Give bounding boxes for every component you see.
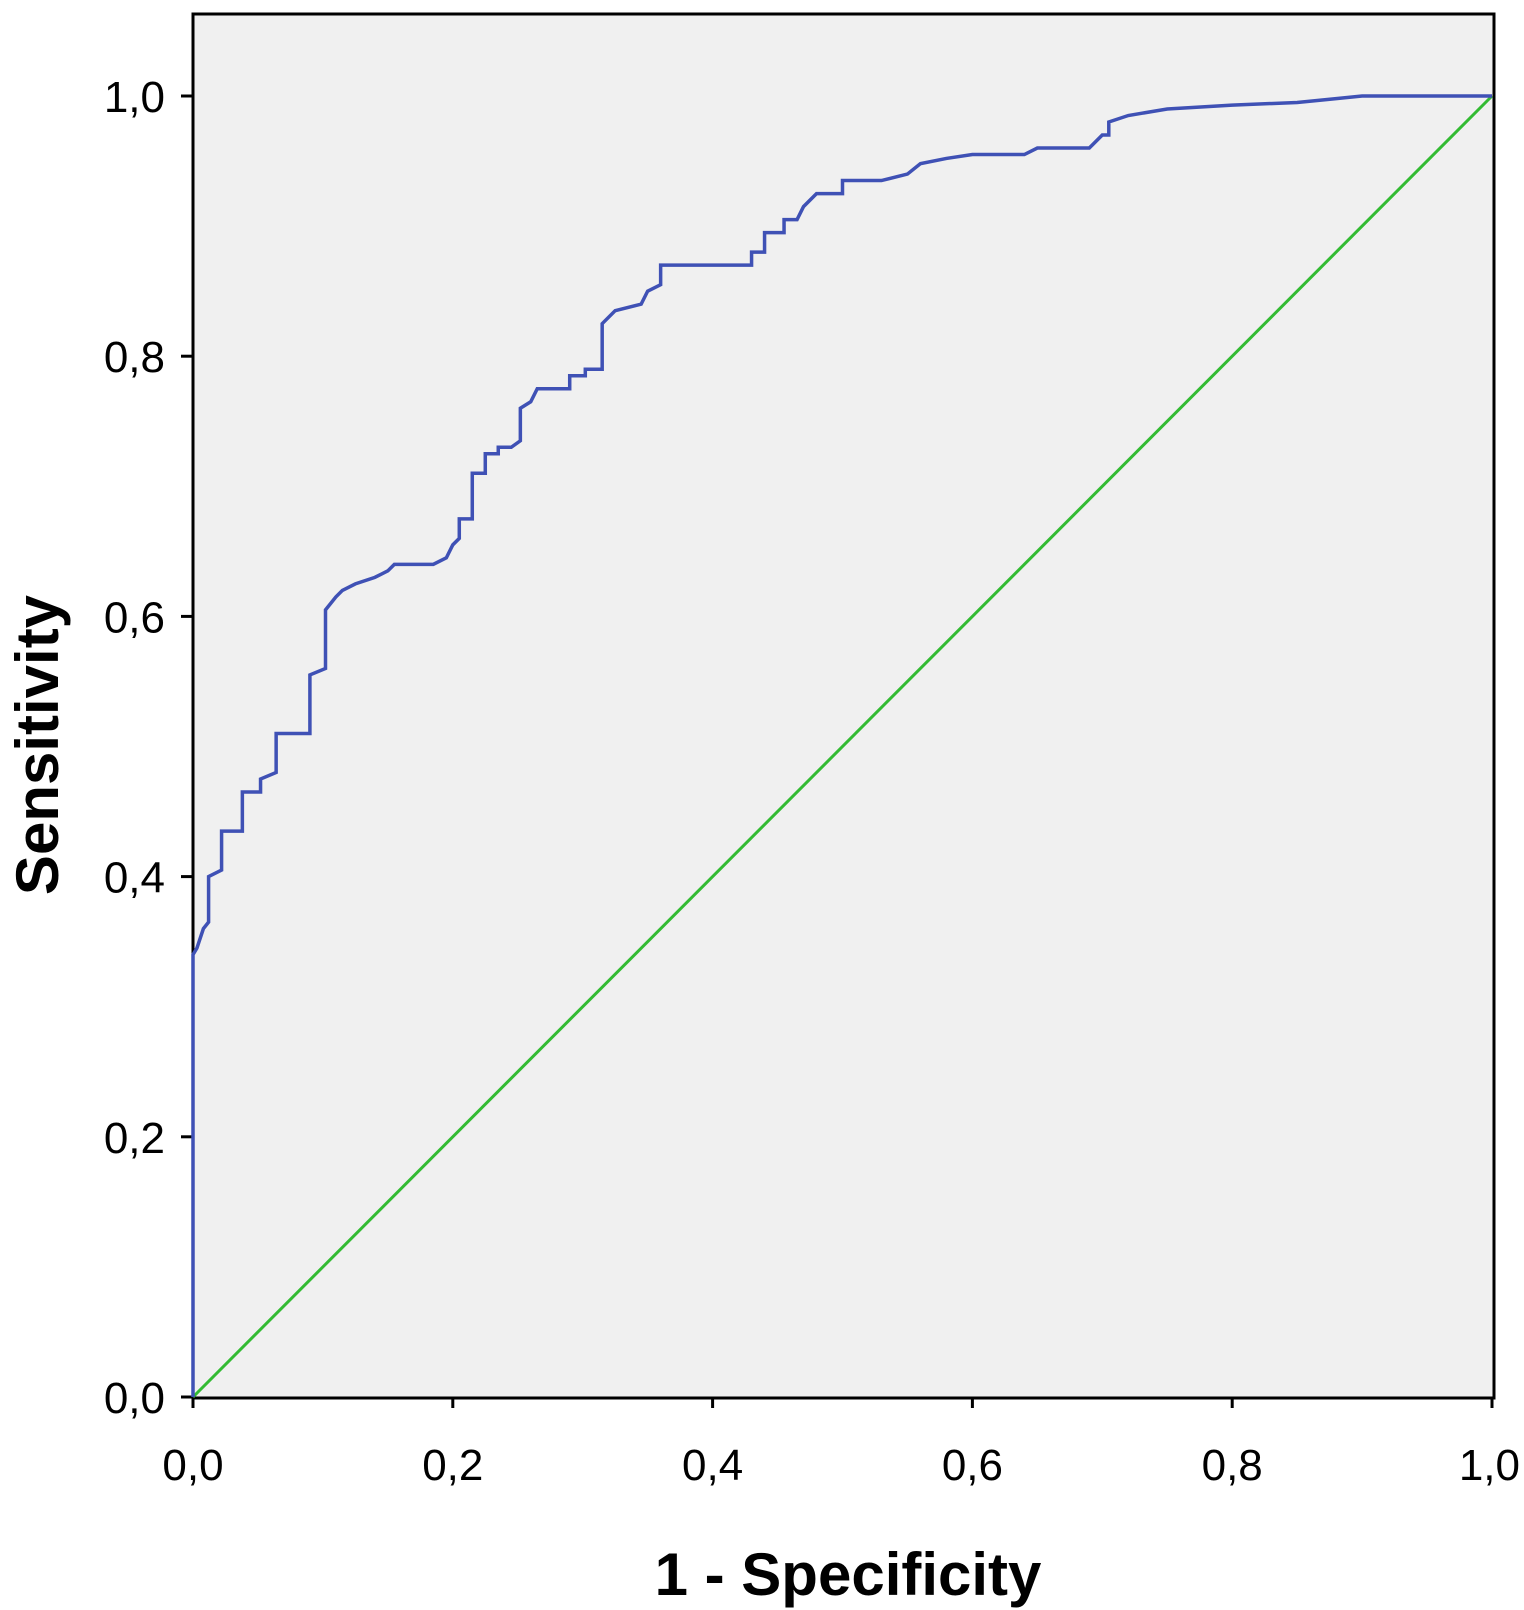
series-layer — [191, 94, 1494, 1399]
y-tick-label: 0,0 — [104, 1374, 165, 1423]
x-axis-ticks: 0,0 0,2 0,4 0,6 0,8 1,0 — [162, 1398, 1520, 1490]
y-tick-label: 1,0 — [104, 73, 165, 122]
roc-curve-line — [191, 94, 1492, 1397]
y-tick-label: 0,6 — [104, 593, 165, 642]
y-axis-ticks: 0,0 0,2 0,4 0,6 0,8 1,0 — [104, 73, 193, 1423]
y-tick-label: 0,8 — [104, 333, 165, 382]
y-axis-title: Sensitivity — [4, 594, 71, 895]
plot-area — [191, 12, 1496, 1400]
reference-diagonal-line — [191, 94, 1494, 1399]
x-axis-title: 1 - Specificity — [655, 1541, 1042, 1608]
y-tick-label: 0,4 — [104, 854, 165, 903]
y-tick-label: 0,2 — [104, 1114, 165, 1163]
x-tick-label: 1,0 — [1459, 1441, 1520, 1490]
x-tick-label: 0,0 — [162, 1441, 223, 1490]
x-tick-label: 0,4 — [682, 1441, 743, 1490]
x-tick-label: 0,2 — [422, 1441, 483, 1490]
x-tick-label: 0,6 — [942, 1441, 1003, 1490]
x-tick-label: 0,8 — [1202, 1441, 1263, 1490]
